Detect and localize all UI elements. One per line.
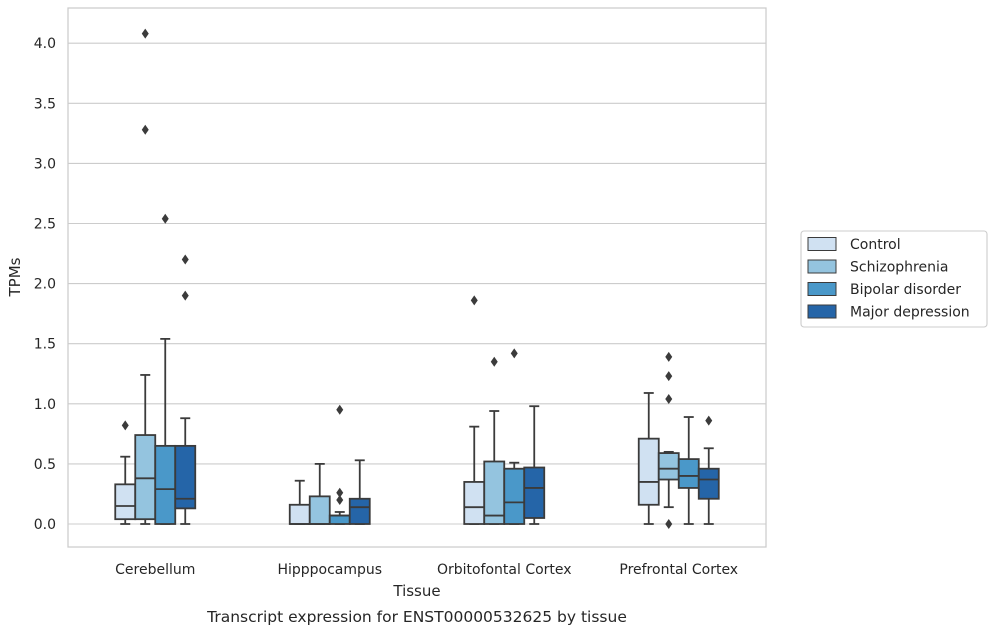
- y-axis-label: TPMs: [6, 257, 24, 297]
- box-body: [308, 495, 331, 525]
- legend-swatch: [807, 237, 837, 251]
- y-tick-label: 3.0: [34, 156, 56, 172]
- legend-label: Control: [850, 237, 901, 253]
- box-body: [154, 444, 177, 525]
- legend-label: Bipolar disorder: [850, 282, 961, 298]
- box-body: [637, 437, 660, 506]
- box-major-depression: [348, 459, 371, 525]
- x-tick-label: Hipppocampus: [277, 562, 382, 578]
- outlier-point: [141, 28, 149, 39]
- outlier-point: [336, 494, 344, 505]
- plot-frame: [67, 7, 767, 548]
- outlier-point: [336, 404, 344, 415]
- y-tick-label: 1.0: [34, 397, 56, 413]
- box-body: [523, 466, 546, 519]
- box-schizophrenia: [308, 462, 331, 525]
- outlier-point: [665, 351, 673, 362]
- legend-swatch: [807, 304, 837, 319]
- outlier-point: [665, 393, 673, 404]
- y-tick-label: 2.5: [34, 217, 56, 233]
- box-body: [463, 481, 486, 525]
- outlier-point: [336, 487, 344, 498]
- y-tick-label: 0.5: [34, 457, 56, 473]
- box-bipolar-disorder: [503, 348, 526, 525]
- box-groups: [114, 28, 720, 529]
- legend-label: Schizophrenia: [850, 260, 948, 276]
- outlier-point: [161, 213, 169, 224]
- box-major-depression: [174, 254, 197, 525]
- legend-label: Major depression: [850, 305, 970, 321]
- box-schizophrenia: [134, 28, 157, 525]
- box-body: [697, 467, 720, 500]
- outlier-point: [510, 348, 518, 359]
- outlier-point: [121, 420, 129, 431]
- outlier-point: [490, 356, 498, 367]
- outlier-point: [181, 254, 189, 265]
- box-body: [134, 434, 157, 521]
- box-bipolar-disorder: [328, 404, 351, 525]
- y-tick-label: 2.0: [34, 277, 56, 293]
- box-body: [114, 483, 137, 521]
- x-tick-label: Prefrontal Cortex: [619, 562, 738, 578]
- legend-swatch: [807, 282, 837, 296]
- legend-swatch: [807, 259, 837, 274]
- legend: Control Schizophrenia Bipolar disorder Majo…: [800, 230, 988, 328]
- outlier-point: [141, 124, 149, 135]
- box-body: [503, 467, 526, 525]
- box-control: [637, 392, 660, 525]
- box-control: [463, 295, 486, 525]
- y-tick-label: 1.5: [34, 337, 56, 353]
- box-body: [657, 452, 680, 481]
- box-schizophrenia: [657, 351, 680, 529]
- outlier-point: [665, 519, 673, 529]
- y-tick-label: 3.5: [34, 96, 56, 112]
- x-tick-label: Cerebellum: [115, 562, 195, 578]
- x-tick-labels: Cerebellum Hipppocampus Orbitofontal Corte…: [115, 562, 738, 578]
- box-body: [348, 497, 371, 525]
- y-tick-label: 4.0: [34, 36, 56, 52]
- box-body: [328, 514, 351, 525]
- box-body: [677, 458, 700, 489]
- outlier-point: [181, 290, 189, 301]
- legend-frame: [800, 230, 988, 328]
- outlier-point: [705, 415, 713, 426]
- outlier-point: [665, 371, 673, 382]
- box-major-depression: [523, 405, 546, 525]
- outlier-point: [470, 295, 478, 306]
- y-tick-labels: 0.0 0.5 1.0 1.5 2.0 2.5 3.0 3.5 4.0: [34, 36, 56, 533]
- x-tick-label: Orbitofontal Cortex: [437, 562, 572, 578]
- x-axis-label: Tissue: [392, 582, 440, 600]
- box-body: [288, 503, 311, 525]
- box-major-depression: [697, 415, 720, 525]
- box-body: [174, 444, 197, 510]
- box-body: [483, 460, 506, 525]
- chart-title: Transcript expression for ENST0000053262…: [206, 608, 627, 626]
- y-tick-label: 0.0: [34, 517, 56, 533]
